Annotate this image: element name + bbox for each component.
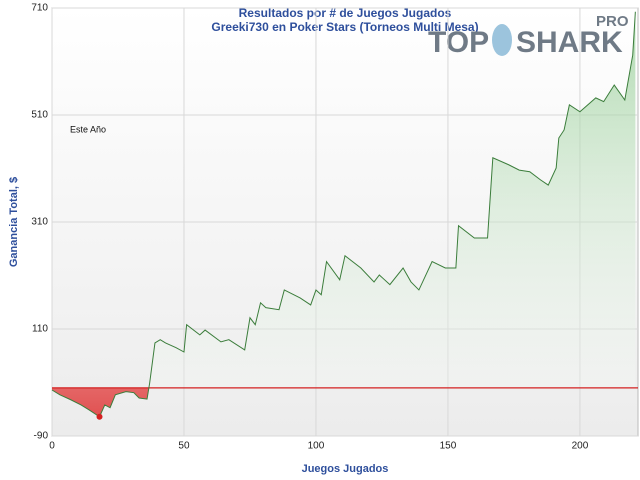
min-marker [96,413,103,420]
line [51,11,636,418]
y-tick-label: 710 [31,3,48,14]
x-tick-label: 150 [440,441,457,452]
y-axis-label: Ganancia Total, $ [8,177,20,267]
x-axis-label: Juegos Jugados [302,463,389,475]
logo-text: TOP [428,26,489,59]
y-tick-label: 310 [31,217,48,228]
annotation: Este Año [70,124,106,134]
y-tick-label: 110 [32,324,48,335]
chart-title: Resultados por # de Juegos Jugados [239,6,452,20]
plot: -90 110 310 510 710 0 50 100 150 200 [31,3,638,452]
area-positive [52,11,636,388]
y-tick-label: 510 [31,110,48,121]
x-tick-label: 100 [308,441,325,452]
chart-subtitle: Greeki730 en Poker Stars (Torneos Multi … [211,20,478,34]
x-tick-label: 200 [572,441,589,452]
y-tick-label: -90 [34,431,49,442]
logo: TOP SHARK PRO [428,13,629,59]
area-negative [52,387,149,417]
logo-text: SHARK [516,26,623,59]
x-tick-label: 50 [178,441,190,452]
x-tick-label: 0 [49,441,55,452]
logo-icon [492,24,512,56]
logo-text: PRO [596,13,629,30]
